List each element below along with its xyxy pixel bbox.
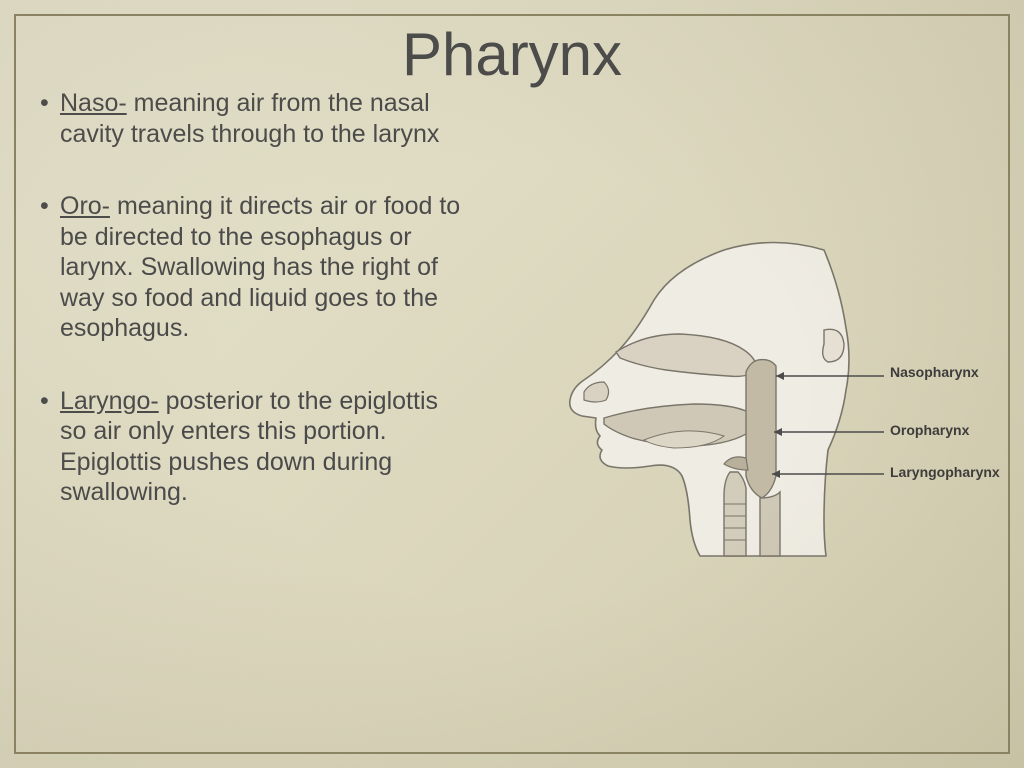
- bullet-laryngo: Laryngo- posterior to the epiglottis so …: [38, 386, 468, 508]
- bullet-list: Naso- meaning air from the nasal cavity …: [38, 88, 468, 550]
- label-oropharynx: Oropharynx: [890, 422, 969, 438]
- label-laryngopharynx: Laryngopharynx: [890, 464, 1000, 480]
- pharynx-diagram: Nasopharynx Oropharynx Laryngopharynx: [524, 240, 994, 560]
- label-nasopharynx: Nasopharynx: [890, 364, 979, 380]
- bullet-naso: Naso- meaning air from the nasal cavity …: [38, 88, 468, 149]
- bullet-prefix: Laryngo-: [60, 387, 159, 415]
- bullet-prefix: Oro-: [60, 192, 110, 220]
- slide-title: Pharynx: [0, 20, 1024, 89]
- pharynx-svg: [524, 240, 994, 560]
- bullet-text: meaning it directs air or food to be dir…: [60, 192, 460, 342]
- bullet-prefix: Naso-: [60, 89, 127, 117]
- bullet-oro: Oro- meaning it directs air or food to b…: [38, 191, 468, 344]
